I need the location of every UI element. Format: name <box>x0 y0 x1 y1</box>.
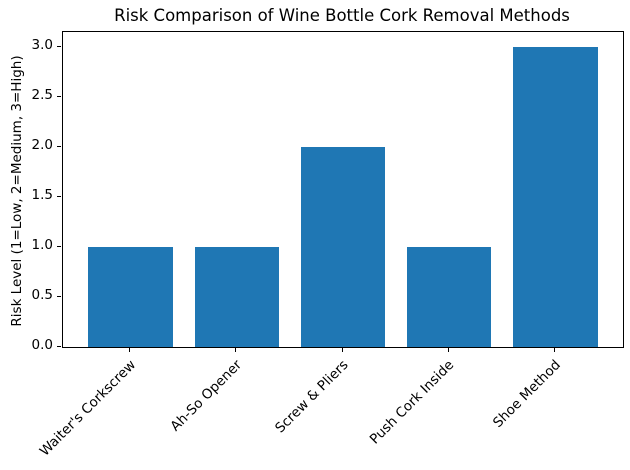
x-tick-label: Push Cork Inside <box>366 357 458 448</box>
y-axis-tick <box>57 95 61 97</box>
x-axis-tick <box>235 348 237 352</box>
chart-title: Risk Comparison of Wine Bottle Cork Remo… <box>114 6 570 25</box>
y-tick-label: 0.5 <box>31 287 53 303</box>
plot-area <box>62 31 624 348</box>
bar <box>194 247 280 347</box>
y-axis-tick <box>57 145 61 147</box>
x-tick-label: Waiter's Corkscrew <box>36 357 140 460</box>
x-axis-tick <box>553 348 555 352</box>
y-axis-tick <box>57 245 61 247</box>
bar <box>300 147 386 347</box>
y-tick-label: 0.0 <box>31 337 53 353</box>
x-axis-tick <box>341 348 343 352</box>
bar <box>88 247 174 347</box>
y-tick-label: 2.0 <box>31 137 53 153</box>
y-axis-tick <box>57 345 61 347</box>
x-axis-tick <box>129 348 131 352</box>
bar <box>406 247 492 347</box>
x-tick-label: Ah-So Opener <box>167 357 246 435</box>
bar <box>512 47 598 347</box>
x-tick-label: Screw & Pliers <box>271 357 352 437</box>
y-axis-tick <box>57 45 61 47</box>
y-tick-label: 2.5 <box>31 87 53 103</box>
x-tick-label: Shoe Method <box>489 357 564 431</box>
x-axis-tick <box>447 348 449 352</box>
y-tick-label: 1.5 <box>31 187 53 203</box>
y-axis-tick <box>57 195 61 197</box>
y-tick-label: 1.0 <box>31 237 53 253</box>
y-tick-label: 3.0 <box>31 37 53 53</box>
y-axis-tick <box>57 295 61 297</box>
